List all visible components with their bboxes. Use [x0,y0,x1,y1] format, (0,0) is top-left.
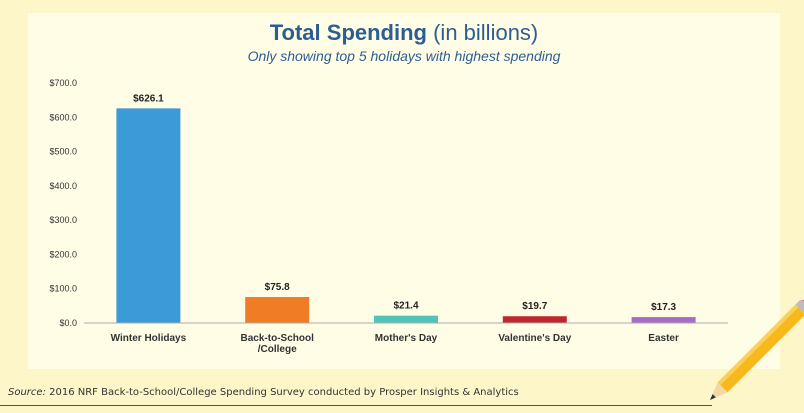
source-label: Source: [8,387,46,398]
data-label: $19.7 [522,301,547,312]
bar [245,297,310,323]
y-tick-label: $200.0 [49,249,77,259]
bar [116,108,181,323]
data-label: $17.3 [651,302,676,313]
data-label: $21.4 [393,301,418,312]
x-category-label: Mother's Day [375,333,438,344]
bars [116,108,696,323]
chart-subtitle: Only showing top 5 holidays with highest… [247,48,561,64]
bar [374,315,438,323]
data-label: $75.8 [265,282,290,293]
bottom-divider [0,405,712,406]
source-text: 2016 NRF Back-to-School/College Spending… [49,387,519,398]
y-tick-label: $300.0 [49,215,77,225]
source-note: Source: 2016 NRF Back-to-School/College … [8,387,519,398]
bar [502,316,567,323]
chart-title: Total Spending (in billions) [28,20,780,46]
y-tick-label: $600.0 [49,112,77,122]
x-category-label: Valentine's Day [498,333,571,344]
x-category-label: Easter [648,333,679,344]
y-tick-label: $100.0 [49,284,77,294]
y-tick-label: $0.0 [59,318,77,328]
chart-title-units: (in billions) [433,20,539,45]
y-tick-label: $400.0 [49,181,77,191]
y-tick-label: $500.0 [49,147,77,157]
chart-title-main: Total Spending [269,20,427,45]
x-axis-labels: Winter Holidays Back-to-School/College Mot… [111,333,679,355]
bar [631,317,696,323]
pencil-icon [710,300,804,400]
data-label: $626.1 [133,93,164,104]
data-labels: $626.1 $75.8 $21.4 $19.7 $17.3 [133,93,676,313]
x-category-label: Back-to-School/College [241,333,315,355]
y-axis-ticks: $0.0 $100.0 $200.0 $300.0 $400.0 $500.0 $600.0… [49,78,77,328]
x-category-label: Winter Holidays [111,333,187,344]
y-tick-label: $700.0 [49,78,77,88]
